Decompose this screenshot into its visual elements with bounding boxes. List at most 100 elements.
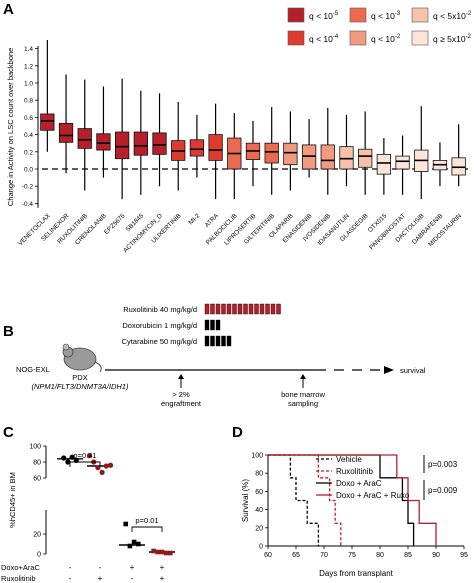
x-tick-label: 80 bbox=[376, 552, 384, 559]
data-point bbox=[163, 550, 169, 556]
ruxolitinib-sign: - bbox=[131, 574, 134, 583]
doxo-arac-sign: - bbox=[69, 563, 72, 572]
treatment-dose-block bbox=[210, 335, 215, 347]
data-point bbox=[95, 465, 101, 471]
legend-label: q < 10-3 bbox=[371, 11, 401, 21]
y-tick-label: 0.8 bbox=[24, 98, 33, 105]
category-label: ATRA bbox=[204, 212, 221, 229]
data-point bbox=[107, 462, 114, 468]
data-point bbox=[103, 463, 109, 469]
legend-swatch bbox=[411, 30, 429, 46]
data-point bbox=[155, 549, 161, 555]
y-tick-label: 20 bbox=[255, 525, 263, 532]
panel-a-label: A bbox=[3, 1, 14, 18]
box-body bbox=[115, 131, 130, 160]
treatment-dose-block bbox=[226, 303, 232, 315]
treatment-dose-block bbox=[215, 319, 221, 331]
row-label-doxo-arac: Doxo+AraC bbox=[1, 563, 41, 572]
ruxolitinib-sign: - bbox=[69, 574, 72, 583]
doxo-arac-sign: + bbox=[130, 563, 135, 572]
legend-label: Vehicle bbox=[336, 455, 362, 464]
legend-exponent: -5 bbox=[333, 11, 339, 17]
data-point bbox=[65, 459, 71, 465]
boxplot-chart: -0.4 -0.2 0.0 0.2 0.4 0.6 0.8 1.0 1.2 1.4 Change i… bbox=[6, 40, 468, 254]
x-tick-label: 85 bbox=[404, 552, 412, 559]
box-body bbox=[189, 139, 205, 157]
legend-swatch bbox=[287, 30, 305, 46]
p-value-label: p=0.41 bbox=[73, 451, 96, 460]
legend-label: q < 5x10-2 bbox=[433, 11, 472, 21]
panel-c: C 100 80 60 20 0 %hCD45+ in BM - - - + + - + + Doxo+Ar… bbox=[1, 424, 175, 583]
box-body bbox=[96, 133, 111, 151]
treatment-dose-block bbox=[248, 303, 254, 315]
sampling-label-2: sampling bbox=[288, 399, 318, 408]
legend-label: Ruxolitinib bbox=[336, 467, 373, 476]
significance-bracket bbox=[131, 526, 163, 532]
legend-swatch bbox=[349, 7, 367, 23]
treatment-dose-block bbox=[226, 335, 232, 347]
pdx-genotype-label: (NPM1/FLT3/DNMT3A/IDH1) bbox=[32, 382, 129, 391]
treatment-dose-block bbox=[204, 335, 210, 347]
box-body bbox=[376, 153, 391, 175]
p-value-label: p=0.01 bbox=[135, 516, 158, 525]
y-tick-label: 60 bbox=[255, 489, 263, 496]
data-point bbox=[127, 543, 133, 549]
panel-d-label: D bbox=[232, 424, 243, 441]
y-tick-label: 0 bbox=[37, 552, 41, 559]
treatment-dose-block bbox=[265, 303, 270, 315]
treatment-dose-block bbox=[221, 303, 226, 315]
y-tick-label: 0.6 bbox=[24, 115, 33, 122]
box-body bbox=[58, 123, 74, 143]
category-label: MIDOSTAURIN bbox=[427, 212, 463, 248]
treatment-label: Doxorubicin 1 mg/kg/d bbox=[122, 321, 197, 330]
treatment-dose-block bbox=[204, 319, 210, 331]
legend-swatch bbox=[411, 7, 429, 23]
y-tick-label: 1.4 bbox=[24, 46, 33, 53]
box-body bbox=[358, 148, 373, 168]
data-point bbox=[69, 454, 75, 460]
legend-exponent: -4 bbox=[333, 34, 339, 40]
panel-b-label: B bbox=[3, 323, 14, 340]
legend-swatch bbox=[287, 7, 305, 23]
y-tick-label: 0.0 bbox=[24, 167, 33, 174]
y-tick-label: -0.4 bbox=[22, 201, 34, 208]
data-point bbox=[131, 539, 137, 545]
box-body bbox=[264, 142, 279, 164]
y-tick-label: 80 bbox=[33, 460, 41, 467]
survival-chart: 0 20 40 60 80 100 60 65 70 75 80 85 90 95 Days from tr… bbox=[241, 453, 468, 579]
mouse-strain-label: NOG-EXL bbox=[16, 365, 50, 374]
data-point bbox=[123, 521, 128, 527]
treatment-dose-block bbox=[232, 303, 237, 315]
sampling-arrowhead bbox=[300, 374, 306, 379]
timeline-arrowhead bbox=[384, 366, 394, 374]
y-tick-label: 1.0 bbox=[24, 81, 33, 88]
p-value-label: p=0.003 bbox=[428, 460, 458, 469]
survival-curve bbox=[268, 454, 342, 546]
box-body bbox=[133, 131, 148, 156]
treatment-dose-block bbox=[237, 303, 243, 315]
treatment-dose-block bbox=[276, 303, 281, 315]
box-body bbox=[320, 144, 335, 170]
y-axis-title: %hCD45+ in BM bbox=[8, 472, 17, 528]
treatment-dose-block bbox=[243, 303, 248, 315]
doxo-arac-sign: + bbox=[160, 563, 165, 572]
box-body bbox=[451, 157, 466, 176]
box-body bbox=[283, 142, 298, 166]
data-point bbox=[168, 550, 173, 556]
engraftment-label-2: engraftment bbox=[161, 399, 202, 408]
box-body bbox=[395, 155, 410, 170]
p-value-label: p=0.009 bbox=[428, 486, 458, 495]
category-label: EPZ5676 bbox=[103, 212, 127, 236]
y-tick-label: 1.2 bbox=[24, 63, 33, 70]
row-label-ruxolitinib: Ruxolitinib bbox=[1, 574, 36, 583]
legend-exponent: -3 bbox=[395, 11, 401, 17]
treatment-dose-block bbox=[270, 303, 276, 315]
y-tick-label: 100 bbox=[251, 453, 263, 460]
mouse-icon bbox=[62, 343, 102, 373]
box-body bbox=[339, 146, 354, 170]
legend-label: q < 10-5 bbox=[309, 11, 339, 21]
y-tick-label: 40 bbox=[255, 507, 263, 514]
treatment-dose-block bbox=[215, 303, 221, 315]
category-label: MI-2 bbox=[187, 212, 201, 226]
